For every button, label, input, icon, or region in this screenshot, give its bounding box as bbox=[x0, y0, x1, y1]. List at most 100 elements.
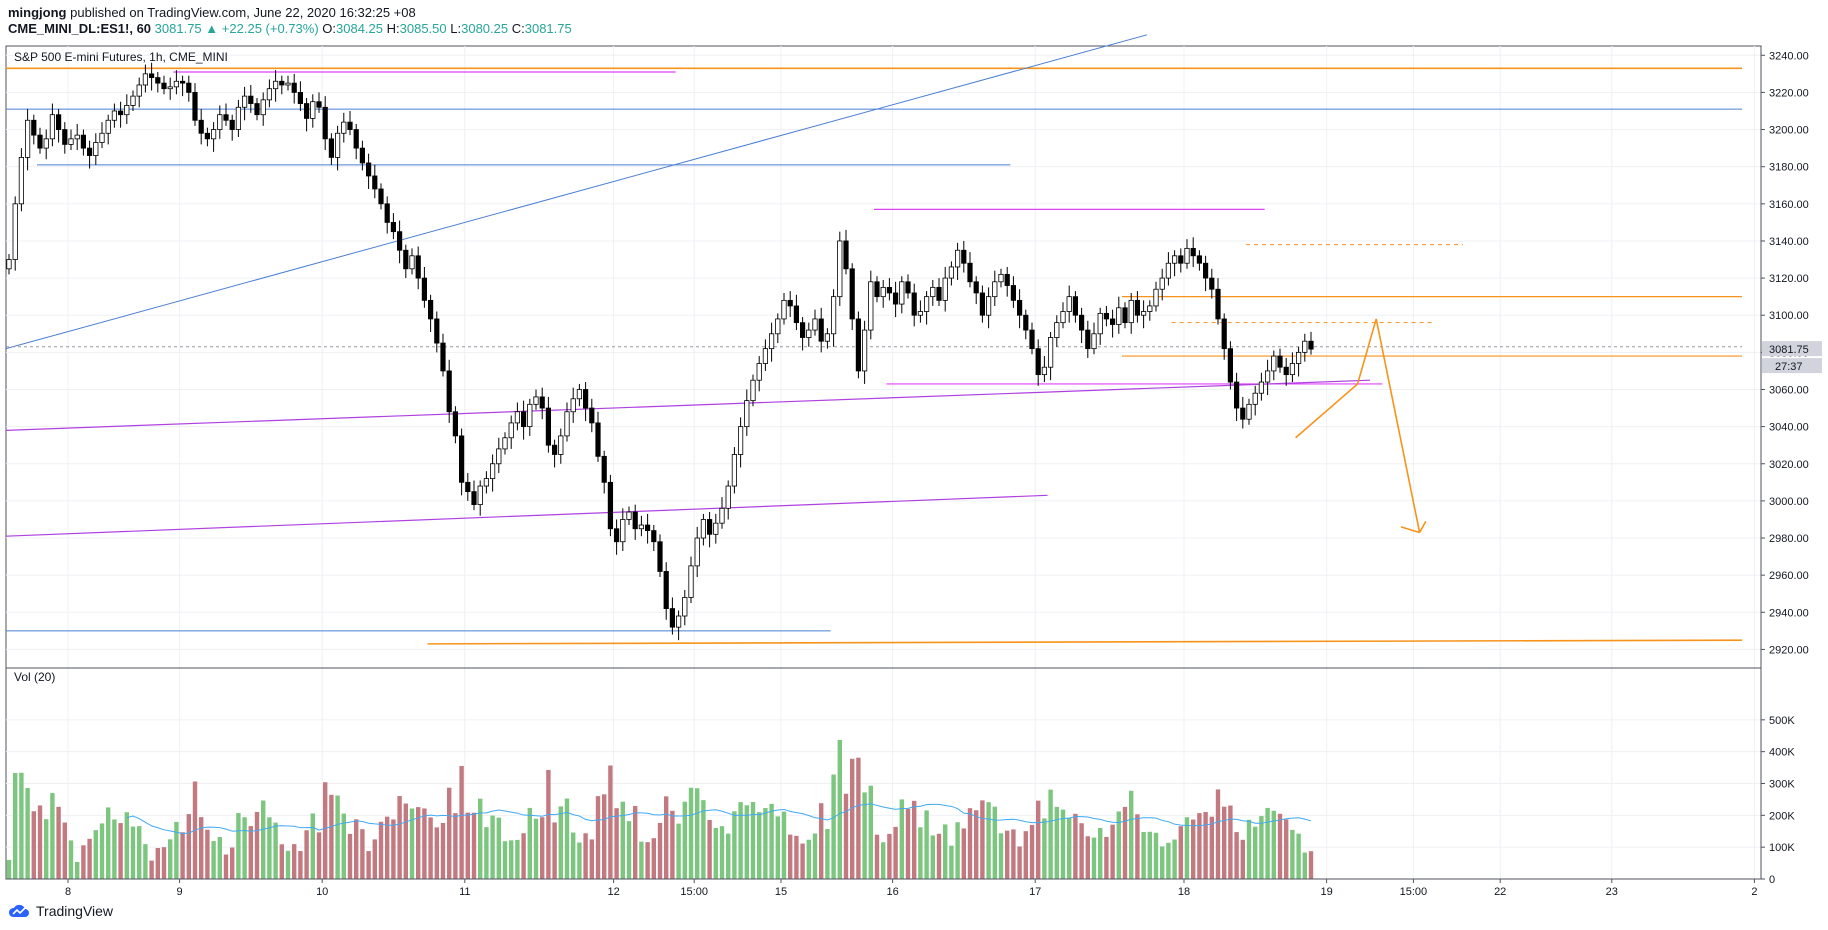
candle-body bbox=[347, 121, 353, 130]
volume-bar bbox=[87, 838, 92, 879]
volume-bar bbox=[763, 808, 768, 879]
volume-bar bbox=[149, 860, 154, 879]
volume-bar bbox=[354, 819, 359, 879]
volume-bar bbox=[620, 801, 625, 879]
volume-bar bbox=[37, 805, 43, 879]
high-label: H: bbox=[386, 21, 400, 36]
volume-bar bbox=[416, 807, 421, 879]
y-tick-label: 2980.00 bbox=[1769, 533, 1809, 545]
y-tick-label: 3160.00 bbox=[1769, 199, 1809, 211]
volume-bar bbox=[496, 817, 501, 879]
candle-body bbox=[167, 86, 173, 90]
candle-body bbox=[632, 511, 638, 530]
candle-body bbox=[601, 455, 607, 483]
volume-bar bbox=[732, 811, 737, 879]
candle-body bbox=[1116, 307, 1122, 325]
candle-body bbox=[936, 286, 942, 301]
candle-body bbox=[68, 138, 74, 145]
candle-body bbox=[1029, 329, 1035, 350]
candle-body bbox=[328, 138, 335, 158]
candle-body bbox=[1017, 299, 1023, 316]
volume-bar bbox=[1160, 846, 1165, 879]
candle-body bbox=[1072, 296, 1078, 316]
volume-bar bbox=[1308, 851, 1314, 879]
candle-body bbox=[775, 318, 781, 335]
volume-bar bbox=[261, 800, 266, 879]
volume-bar bbox=[781, 811, 787, 879]
volume-bar bbox=[1054, 806, 1059, 879]
candle-body bbox=[688, 565, 694, 598]
low-value: 3080.25 bbox=[461, 21, 509, 36]
volume-bar bbox=[217, 836, 222, 879]
candle-body bbox=[1289, 363, 1295, 376]
volume-bar bbox=[552, 822, 557, 879]
candle-body bbox=[589, 407, 595, 424]
candle-body bbox=[1004, 273, 1010, 286]
publisher-name[interactable]: mingjong bbox=[8, 5, 67, 20]
candle-body bbox=[1147, 305, 1153, 312]
volume-bar bbox=[651, 838, 656, 879]
candle-body bbox=[1128, 299, 1134, 324]
volume-bar bbox=[893, 826, 898, 879]
brand-name: TradingView bbox=[36, 903, 114, 919]
x-tick-label: 10 bbox=[316, 886, 328, 898]
candle-body bbox=[886, 286, 893, 294]
tradingview-logo[interactable]: TradingView bbox=[8, 903, 113, 919]
volume-bar bbox=[1079, 823, 1084, 879]
volume-bar bbox=[1116, 811, 1121, 879]
volume-bar bbox=[25, 787, 30, 879]
price-change: +22.25 (+0.73%) bbox=[221, 21, 319, 36]
candle-body bbox=[992, 281, 998, 298]
volume-bar bbox=[546, 769, 551, 879]
volume-bar bbox=[868, 785, 873, 879]
projection-down-arrow bbox=[1375, 318, 1421, 533]
volume-bar bbox=[998, 833, 1004, 879]
open-value: 3084.25 bbox=[336, 21, 384, 36]
volume-bar bbox=[515, 839, 520, 879]
x-tick-label: 11 bbox=[459, 886, 470, 898]
tradingview-cloud-icon bbox=[8, 904, 29, 917]
candle-body bbox=[645, 524, 651, 532]
candle-body bbox=[353, 129, 359, 149]
candle-body bbox=[719, 507, 725, 524]
candle-body bbox=[942, 277, 948, 301]
candle-body bbox=[179, 80, 186, 84]
volume-bar bbox=[1222, 806, 1227, 879]
volume-bar bbox=[316, 832, 322, 879]
countdown-tag-label: 27:37 bbox=[1775, 361, 1803, 373]
volume-bar bbox=[1172, 839, 1177, 879]
candle-body bbox=[1141, 311, 1147, 316]
candle-body bbox=[1252, 392, 1258, 405]
volume-bar bbox=[682, 801, 687, 879]
candle-body bbox=[80, 134, 86, 149]
candle-body bbox=[303, 103, 310, 119]
candle-body bbox=[862, 329, 868, 372]
volume-bar bbox=[223, 854, 229, 879]
drawings[interactable] bbox=[5, 34, 1743, 645]
y-tick-label: 3000.00 bbox=[1769, 496, 1809, 508]
support-line bbox=[427, 639, 1743, 645]
volume-bar bbox=[974, 810, 979, 879]
candle-body bbox=[235, 106, 241, 130]
volume-bar bbox=[788, 834, 793, 879]
candle-body bbox=[1190, 247, 1196, 257]
volume-bar bbox=[608, 765, 613, 879]
volume-bar bbox=[912, 800, 917, 879]
candle-body bbox=[142, 73, 148, 86]
volume-bar bbox=[205, 829, 210, 879]
candles bbox=[6, 62, 1314, 641]
candle-body bbox=[1246, 403, 1252, 420]
candle-body bbox=[93, 142, 99, 156]
volume-bar bbox=[1153, 832, 1159, 879]
candle-body bbox=[99, 132, 105, 143]
volume-bar bbox=[434, 827, 439, 879]
candle-body bbox=[310, 101, 316, 119]
price-chart[interactable]: 3240.00 3220.00 3200.00 3180.00 3160.00 3140.… bbox=[0, 0, 1828, 900]
axes: 3240.00 3220.00 3200.00 3180.00 3160.00 3140.… bbox=[6, 46, 1822, 898]
y-tick-label: 3140.00 bbox=[1769, 236, 1809, 248]
volume-bar bbox=[1240, 839, 1245, 879]
volume-bar bbox=[403, 803, 408, 879]
vol-y-tick-label: 200K bbox=[1769, 810, 1795, 822]
candle-body bbox=[756, 363, 762, 381]
volume-bar bbox=[174, 821, 179, 879]
